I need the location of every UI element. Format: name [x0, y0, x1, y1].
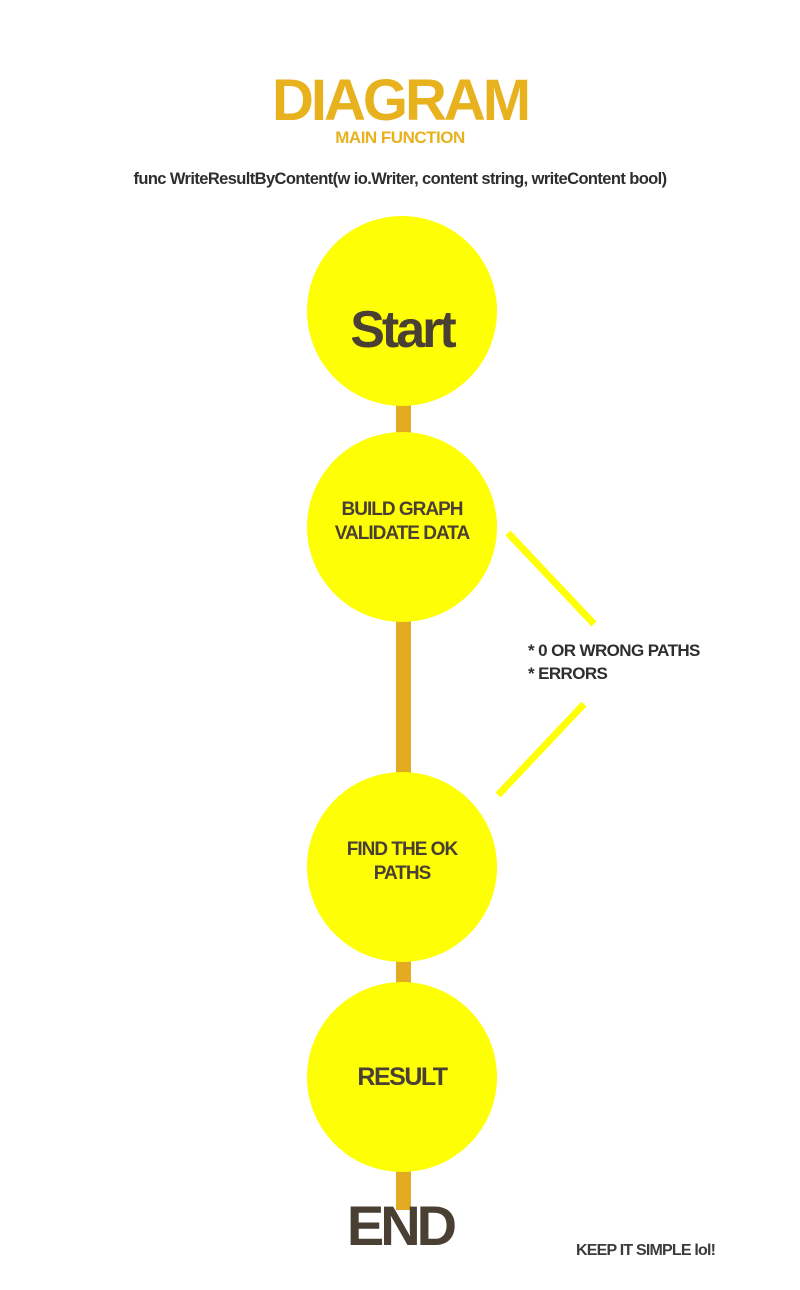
diagram-subtitle: MAIN FUNCTION — [335, 128, 465, 147]
build-graph-node: BUILD GRAPH VALIDATE DATA — [307, 432, 497, 622]
result-node: RESULT — [307, 982, 497, 1172]
validate-data-label: VALIDATE DATA — [334, 523, 470, 544]
footer-note: KEEP IT SIMPLE lol! — [576, 1242, 716, 1259]
branch-notes: * 0 OR WRONG PATHS * ERRORS — [528, 640, 700, 686]
branch-note-item: * ERRORS — [528, 663, 608, 683]
branch-line-upper — [505, 530, 597, 627]
branch-note-item: * 0 OR WRONG PATHS — [528, 641, 700, 660]
find-paths-label-line2: PATHS — [373, 863, 432, 884]
function-signature: func WriteResultByContent(w io.Writer, c… — [133, 170, 667, 188]
branch-line-lower — [495, 701, 587, 798]
result-label: RESULT — [357, 1062, 448, 1091]
start-node: Start — [307, 216, 497, 406]
diagram-title: DIAGRAM — [271, 68, 531, 133]
build-graph-label: BUILD GRAPH — [341, 499, 464, 521]
find-paths-label-line1: FIND THE OK — [346, 839, 458, 861]
start-label: Start — [350, 301, 456, 359]
find-paths-node: FIND THE OK PATHS — [307, 772, 497, 962]
end-label: END — [346, 1194, 457, 1257]
